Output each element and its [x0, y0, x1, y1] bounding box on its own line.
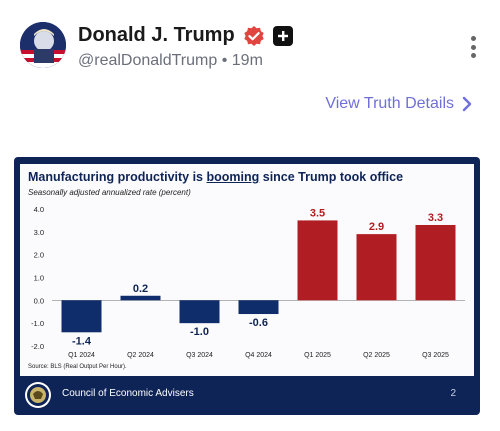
bar	[120, 295, 161, 301]
productivity-chart: 4.0 3.0 2.0 1.0 0.0 -1.0 -2.0 -1.4 Q1 2024 0.2 Q2 …	[31, 205, 465, 359]
chevron-right-icon	[462, 96, 472, 112]
bar	[179, 300, 220, 324]
avatar[interactable]	[20, 22, 66, 68]
more-vertical-icon[interactable]	[468, 36, 478, 58]
display-name[interactable]: Donald J. Trump	[78, 24, 235, 46]
y-tick-label: 4.0	[34, 205, 44, 214]
data-label: 0.2	[133, 283, 148, 295]
data-label: 3.5	[310, 207, 325, 219]
y-tick-label: -2.0	[31, 342, 44, 351]
y-tick-label: 2.0	[34, 251, 44, 260]
post-time[interactable]: 19m	[231, 52, 263, 69]
footer-org: Council of Economic Advisers	[62, 388, 194, 399]
post-header: Donald J. Trump @realDonaldTrump • 19m	[20, 22, 480, 74]
bar	[238, 300, 279, 315]
bar	[356, 234, 397, 301]
avatar-portrait-icon	[20, 22, 66, 68]
chart-slide: 4.0 3.0 2.0 1.0 0.0 -1.0 -2.0 -1.4 Q1 2024 0.2 Q2 …	[20, 164, 474, 376]
y-tick-label: -1.0	[31, 319, 44, 328]
handle[interactable]: @realDonaldTrump	[78, 52, 218, 69]
bar	[297, 220, 338, 301]
chart-subtitle: Seasonally adjusted annualized rate (per…	[28, 188, 191, 197]
x-tick-label: Q2 2025	[363, 352, 390, 359]
bar	[61, 300, 102, 333]
meta-separator: •	[221, 52, 228, 69]
y-tick-label: 0.0	[34, 296, 44, 305]
data-label: -1.4	[72, 335, 92, 347]
data-label: 2.9	[369, 221, 384, 233]
y-tick-label: 3.0	[34, 228, 44, 237]
plus-badge-icon	[272, 25, 293, 46]
x-tick-label: Q1 2024	[68, 352, 95, 359]
x-tick-label: Q3 2024	[186, 352, 213, 359]
view-truth-details-label: View Truth Details	[325, 95, 454, 112]
data-label: -0.6	[249, 317, 268, 329]
post-meta: @realDonaldTrump • 19m	[78, 52, 263, 70]
slide-footer: Council of Economic Advisers 2	[20, 379, 474, 411]
bar	[415, 224, 456, 301]
chart-title-emphasis: booming	[206, 170, 260, 184]
x-tick-label: Q2 2024	[127, 352, 154, 359]
x-tick-label: Q3 2025	[422, 352, 449, 359]
x-tick-label: Q4 2024	[245, 352, 272, 359]
name-row: Donald J. Trump	[78, 24, 293, 47]
page-number: 2	[450, 388, 456, 399]
post-image[interactable]: 4.0 3.0 2.0 1.0 0.0 -1.0 -2.0 -1.4 Q1 2024 0.2 Q2 …	[14, 157, 480, 415]
data-label: 3.3	[428, 212, 443, 224]
view-truth-details-link[interactable]: View Truth Details	[325, 95, 472, 113]
cea-seal-icon	[25, 382, 51, 408]
y-tick-label: 1.0	[34, 274, 44, 283]
x-tick-label: Q1 2025	[304, 352, 331, 359]
data-label: -1.0	[190, 326, 209, 338]
verified-check-icon	[243, 25, 264, 46]
chart-title: Manufacturing productivity is booming si…	[28, 170, 404, 184]
chart-source: Source: BLS (Real Output Per Hour).	[28, 364, 127, 370]
